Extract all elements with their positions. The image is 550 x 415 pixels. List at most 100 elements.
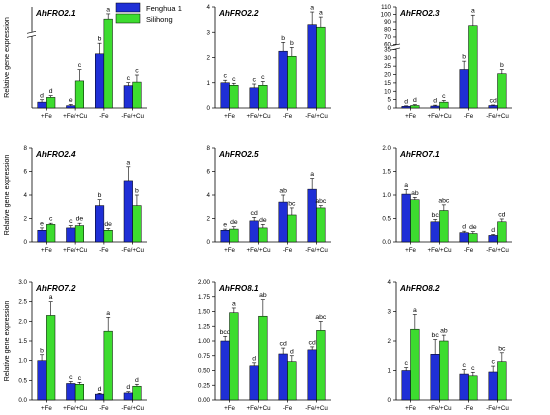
x-tick-label: +Fe/+Cu: [246, 247, 271, 254]
bar: [468, 25, 478, 109]
y-tick-label: 3.0: [18, 279, 27, 286]
x-tick-label: +Fe/+Cu: [246, 405, 271, 412]
significance-letter: bc: [288, 200, 296, 207]
y-axis-label: Relative gene expression: [2, 301, 11, 382]
significance-letter: d: [40, 92, 44, 99]
bar: [103, 330, 113, 401]
x-tick-label: -Fe: [99, 405, 109, 412]
x-tick-label: -Fe/+Cu: [305, 247, 328, 254]
x-tick-label: -Fe/+Cu: [121, 247, 144, 254]
chart-panel: dd+Feec+Fe/+Cuba-Fecc-Fe/+CuAhFRO2.1Rela…: [2, 6, 147, 120]
y-tick-label: 10: [384, 88, 391, 95]
bar: [459, 232, 469, 243]
significance-letter: bcd: [220, 329, 231, 336]
significance-letter: bc: [432, 212, 440, 219]
y-tick-label: 6: [207, 169, 211, 176]
significance-letter: a: [413, 307, 417, 314]
x-tick-label: -Fe/+Cu: [305, 405, 328, 412]
y-tick-label: 1: [207, 80, 211, 87]
y-tick-label: 2: [207, 55, 211, 62]
x-tick-label: +Fe/+Cu: [63, 113, 88, 120]
y-tick-label: 0.0: [382, 239, 391, 246]
bar: [410, 199, 420, 243]
axis-break-gap: [28, 32, 36, 37]
significance-letter: a: [49, 294, 53, 301]
x-tick-label: +Fe/+Cu: [427, 247, 452, 254]
significance-letter: ab: [440, 328, 448, 335]
bar: [488, 371, 498, 401]
bar: [410, 328, 420, 401]
panel-title: AhFRO2.2: [218, 9, 259, 18]
chart-panel: 0.00 0.25 0.50 0.75 1.00 1.25 1.50 1.75 2.00 bcd a…: [198, 279, 331, 412]
x-tick-label: -Fe/+Cu: [486, 405, 509, 412]
significance-letter: de: [230, 219, 238, 226]
significance-letter: d: [126, 384, 130, 391]
bar: [46, 97, 56, 109]
bar: [439, 340, 449, 401]
x-tick-label: +Fe/+Cu: [63, 247, 88, 254]
significance-letter: c: [135, 68, 139, 75]
panel-title: AhFRO2.4: [35, 150, 76, 159]
y-tick-label: 110: [381, 4, 391, 11]
bar: [249, 365, 259, 401]
significance-letter: a: [319, 10, 323, 17]
significance-letter: c: [232, 76, 236, 83]
y-tick-label: 1.50: [198, 309, 211, 316]
bar: [307, 188, 317, 243]
bar: [95, 205, 105, 243]
bar: [66, 105, 76, 109]
y-tick-label: 2.0: [382, 145, 391, 152]
panel-title: AhFRO8.1: [218, 284, 259, 293]
bar: [488, 105, 498, 109]
y-tick-label: 0: [207, 239, 211, 246]
y-axis-label: Relative gene expression: [2, 17, 11, 98]
y-tick-label: 1: [388, 368, 392, 375]
significance-letter: d: [290, 348, 294, 355]
bar: [74, 80, 84, 109]
bar: [468, 375, 478, 401]
x-tick-label: -Fe: [464, 247, 474, 254]
x-tick-label: +Fe/+Cu: [246, 113, 271, 120]
bar: [46, 315, 56, 401]
x-tick-label: -Fe: [99, 113, 109, 120]
x-tick-label: -Fe/+Cu: [486, 247, 509, 254]
significance-letter: d: [252, 355, 256, 362]
y-tick-label: 8: [24, 145, 28, 152]
y-tick-label: 3: [388, 309, 392, 316]
significance-letter: a: [232, 300, 236, 307]
bar: [220, 82, 230, 109]
bar: [229, 312, 239, 401]
y-tick-label: 1.75: [198, 294, 211, 301]
bar: [468, 233, 478, 243]
bar: [132, 205, 142, 243]
x-tick-label: +Fe: [41, 113, 52, 120]
bar: [497, 361, 507, 401]
significance-letter: cd: [251, 210, 258, 217]
significance-letter: ab: [279, 188, 287, 195]
axis-break-mark: [26, 30, 37, 34]
x-tick-label: -Fe: [283, 405, 293, 412]
y-tick-label: 0.00: [198, 397, 211, 404]
legend-swatch-silihong: [115, 13, 141, 24]
bar: [229, 85, 239, 109]
legend-label-fenghua: Fenghua 1: [146, 4, 182, 13]
significance-letter: b: [135, 188, 139, 195]
bar: [278, 50, 288, 109]
bar: [95, 393, 105, 401]
y-tick-label: 15: [384, 80, 391, 87]
bar: [439, 210, 449, 243]
bar: [316, 330, 326, 401]
y-tick-label: 3: [207, 29, 211, 36]
bar: [278, 201, 288, 243]
y-tick-label: 30: [384, 55, 391, 62]
bar: [249, 220, 259, 243]
bar: [46, 224, 56, 243]
significance-letter: b: [98, 36, 102, 43]
y-tick-label: 90: [384, 19, 391, 26]
significance-letter: c: [404, 360, 408, 367]
legend-swatch-fenghua: [115, 2, 141, 13]
x-tick-label: -Fe: [464, 113, 474, 120]
y-tick-label: 35: [384, 46, 391, 53]
